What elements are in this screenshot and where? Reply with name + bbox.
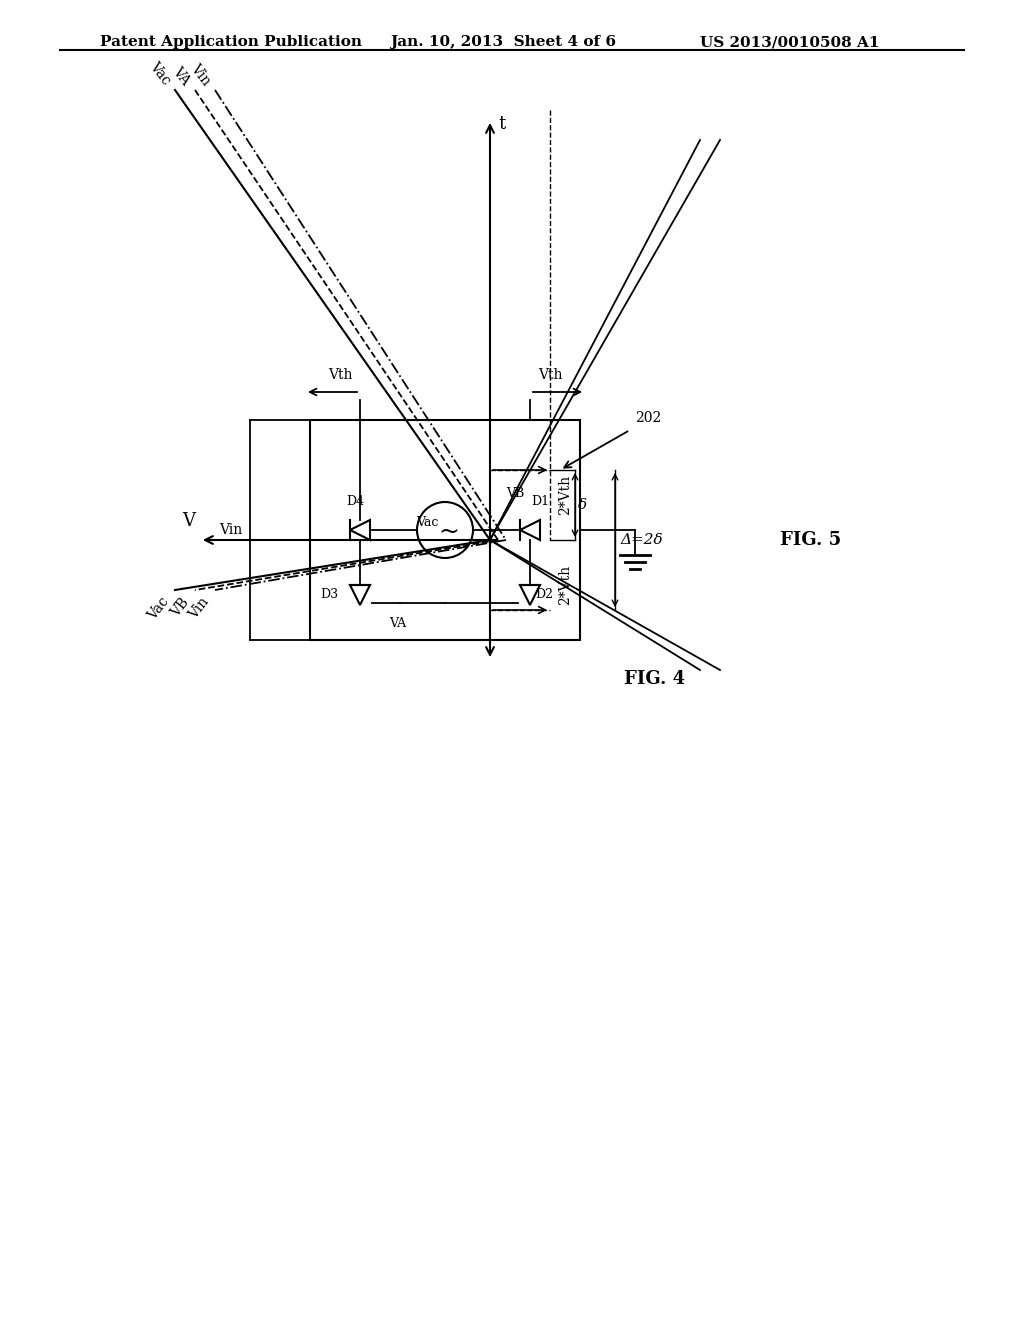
Text: D2: D2 <box>535 589 553 602</box>
Text: Vin: Vin <box>219 523 242 537</box>
Text: Vac: Vac <box>416 516 438 528</box>
Text: Δ=2δ: Δ=2δ <box>620 533 663 546</box>
Text: ~: ~ <box>438 520 460 544</box>
Text: Vth: Vth <box>328 368 352 381</box>
Text: 202: 202 <box>635 411 662 425</box>
Text: t: t <box>498 115 505 133</box>
Text: 2*Vth: 2*Vth <box>558 475 572 515</box>
Text: FIG. 4: FIG. 4 <box>625 671 685 688</box>
Text: VA: VA <box>170 65 193 88</box>
Text: FIG. 5: FIG. 5 <box>780 531 842 549</box>
Text: Vin: Vin <box>186 595 212 622</box>
Text: Vth: Vth <box>538 368 562 381</box>
Text: Vin: Vin <box>187 61 213 88</box>
Text: 2*Vth: 2*Vth <box>558 565 572 605</box>
Text: Patent Application Publication: Patent Application Publication <box>100 36 362 49</box>
Text: VB: VB <box>169 595 193 619</box>
Text: D1: D1 <box>530 495 549 508</box>
Text: VB: VB <box>506 487 524 500</box>
Text: Vac: Vac <box>146 59 173 88</box>
Text: US 2013/0010508 A1: US 2013/0010508 A1 <box>700 36 880 49</box>
Text: VA: VA <box>389 616 407 630</box>
Text: δ: δ <box>578 498 587 512</box>
Bar <box>310 420 580 640</box>
Text: V: V <box>182 512 195 531</box>
Text: Vac: Vac <box>145 595 172 623</box>
Text: Jan. 10, 2013  Sheet 4 of 6: Jan. 10, 2013 Sheet 4 of 6 <box>390 36 616 49</box>
Text: D4: D4 <box>346 495 365 508</box>
Text: D3: D3 <box>319 589 338 602</box>
